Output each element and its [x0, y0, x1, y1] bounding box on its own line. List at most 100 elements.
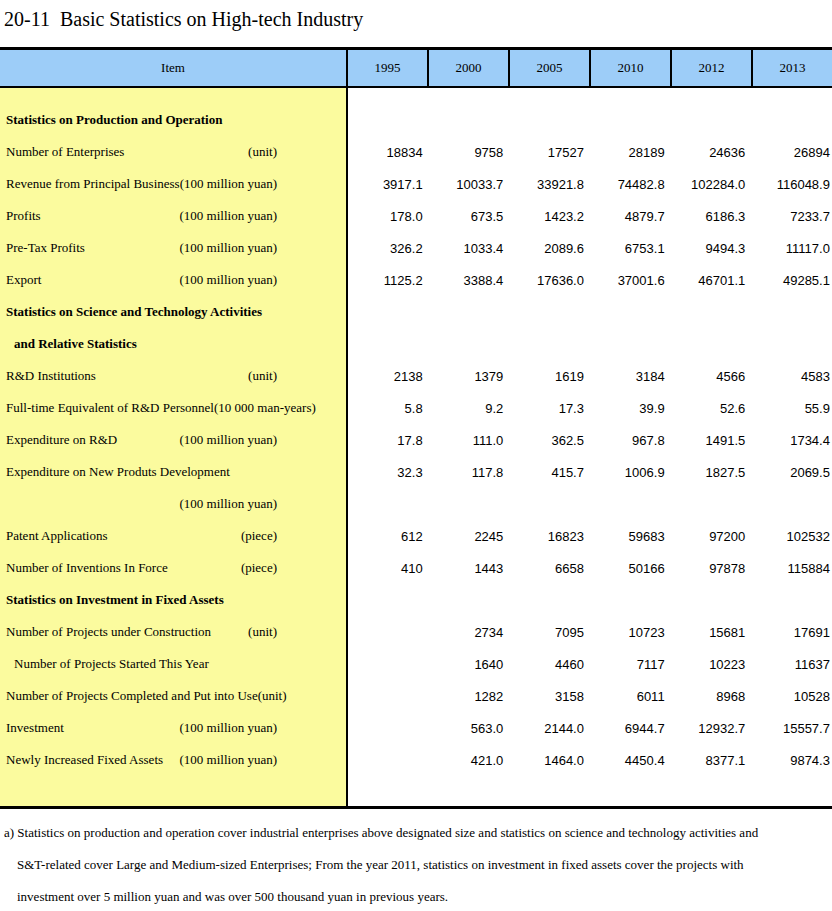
item-cell: Patent Applications(piece)	[0, 520, 348, 552]
item-unit: (100 million yuan)	[180, 176, 278, 192]
value-cell: 6011	[590, 689, 671, 704]
value-cell: 5.8	[348, 401, 429, 416]
item-cell: Number of Enterprises(unit)	[0, 136, 348, 168]
value-cell: 74482.8	[590, 177, 671, 192]
year-column-header: 2005	[508, 50, 589, 86]
value-cell: 2245	[429, 529, 510, 544]
value-cell: 6658	[509, 561, 590, 576]
footnote-line: a) Statistics on production and operatio…	[0, 817, 832, 849]
value-cell: 178.0	[348, 209, 429, 224]
value-cell: 32.3	[348, 465, 429, 480]
value-cell: 28189	[590, 145, 671, 160]
item-label: and Relative Statistics	[14, 336, 137, 352]
value-cell: 1491.5	[671, 433, 752, 448]
item-label: Number of Projects under Construction	[6, 624, 211, 640]
value-cell: 563.0	[429, 721, 510, 736]
value-cell: 10528	[751, 689, 832, 704]
value-cell: 115884	[751, 561, 832, 576]
table-row: Profits(100 million yuan)178.0673.51423.…	[0, 200, 832, 232]
value-cell: 10223	[671, 657, 752, 672]
value-cell: 111.0	[429, 433, 510, 448]
value-cell: 7117	[590, 657, 671, 672]
item-label: Statistics on Investment in Fixed Assets	[6, 592, 224, 608]
value-cell: 55.9	[751, 401, 832, 416]
value-cell: 1033.4	[429, 241, 510, 256]
item-label: Number of Projects Completed and Put int…	[6, 688, 287, 704]
value-cell: 7095	[509, 625, 590, 640]
value-cell: 49285.1	[751, 273, 832, 288]
value-cell: 2069.5	[751, 465, 832, 480]
item-cell: Statistics on Science and Technology Act…	[0, 296, 348, 328]
table-row: Export(100 million yuan)1125.23388.41763…	[0, 264, 832, 296]
value-cell: 6186.3	[671, 209, 752, 224]
value-cell: 17527	[509, 145, 590, 160]
item-label: Number of Projects Started This Year	[14, 656, 209, 672]
value-cell: 24636	[671, 145, 752, 160]
year-column-header: 2000	[427, 50, 508, 86]
value-cell: 116048.9	[751, 177, 832, 192]
footnote: a) Statistics on production and operatio…	[0, 817, 832, 911]
page-title: 20-11 Basic Statistics on High-tech Indu…	[0, 0, 832, 26]
item-label: R&D Institutions	[6, 368, 96, 384]
item-label: Investment	[6, 720, 64, 736]
year-column-header: 1995	[346, 50, 427, 86]
item-unit: (100 million yuan)	[180, 432, 278, 448]
value-cell: 612	[348, 529, 429, 544]
value-cell: 2734	[429, 625, 510, 640]
table-row: R&D Institutions(unit)213813791619318445…	[0, 360, 832, 392]
item-unit: (unit)	[248, 624, 277, 640]
value-cell: 362.5	[509, 433, 590, 448]
item-label: Newly Increased Fixed Assets	[6, 752, 163, 768]
table-row: Newly Increased Fixed Assets(100 million…	[0, 744, 832, 776]
item-cell: Expenditure on New Produts Development	[0, 456, 348, 488]
item-label: Number of Inventions In Force	[6, 560, 168, 576]
value-cell: 102532	[751, 529, 832, 544]
value-cell: 2144.0	[509, 721, 590, 736]
value-cell: 17636.0	[509, 273, 590, 288]
value-cell: 3388.4	[429, 273, 510, 288]
value-cell: 4450.4	[590, 753, 671, 768]
value-cell: 46701.1	[671, 273, 752, 288]
value-cell: 326.2	[348, 241, 429, 256]
item-unit: (100 million yuan)	[180, 272, 278, 288]
item-label: Full-time Equivalent of R&D Personnel(10…	[6, 400, 316, 416]
year-column-header: 2012	[670, 50, 751, 86]
item-cell: Expenditure on R&D(100 million yuan)	[0, 424, 348, 456]
item-unit: (piece)	[241, 528, 277, 544]
table-row: Statistics on Science and Technology Act…	[0, 296, 832, 328]
value-cell: 415.7	[509, 465, 590, 480]
year-column-header: 2010	[589, 50, 670, 86]
table-row: Number of Projects Started This Year1640…	[0, 648, 832, 680]
item-unit: (unit)	[248, 368, 277, 384]
table-row: Number of Projects Completed and Put int…	[0, 680, 832, 712]
value-cell: 4566	[671, 369, 752, 384]
value-cell: 9494.3	[671, 241, 752, 256]
value-cell: 3158	[509, 689, 590, 704]
value-cell: 673.5	[429, 209, 510, 224]
value-cell: 10723	[590, 625, 671, 640]
table-row: Statistics on Investment in Fixed Assets	[0, 584, 832, 616]
value-cell: 1125.2	[348, 273, 429, 288]
item-unit: (100 million yuan)	[180, 240, 278, 256]
item-cell: Number of Projects Started This Year	[0, 648, 348, 680]
item-cell: Statistics on Production and Operation	[0, 104, 348, 136]
table-row: Pre-Tax Profits(100 million yuan)326.210…	[0, 232, 832, 264]
table-row: Investment(100 million yuan)563.02144.06…	[0, 712, 832, 744]
value-cell: 15681	[671, 625, 752, 640]
value-cell: 4460	[509, 657, 590, 672]
value-cell: 4583	[751, 369, 832, 384]
value-cell: 967.8	[590, 433, 671, 448]
item-unit: (unit)	[248, 144, 277, 160]
item-unit: (100 million yuan)	[180, 720, 278, 736]
value-cell: 102284.0	[671, 177, 752, 192]
item-cell: Profits(100 million yuan)	[0, 200, 348, 232]
value-cell: 3917.1	[348, 177, 429, 192]
value-cell: 15557.7	[751, 721, 832, 736]
item-cell: Revenue from Principal Business(100 mill…	[0, 168, 348, 200]
item-unit: (piece)	[241, 560, 277, 576]
value-cell: 16823	[509, 529, 590, 544]
item-cell: and Relative Statistics	[0, 328, 348, 360]
value-cell: 12932.7	[671, 721, 752, 736]
value-cell: 6753.1	[590, 241, 671, 256]
item-cell: Full-time Equivalent of R&D Personnel(10…	[0, 392, 348, 424]
